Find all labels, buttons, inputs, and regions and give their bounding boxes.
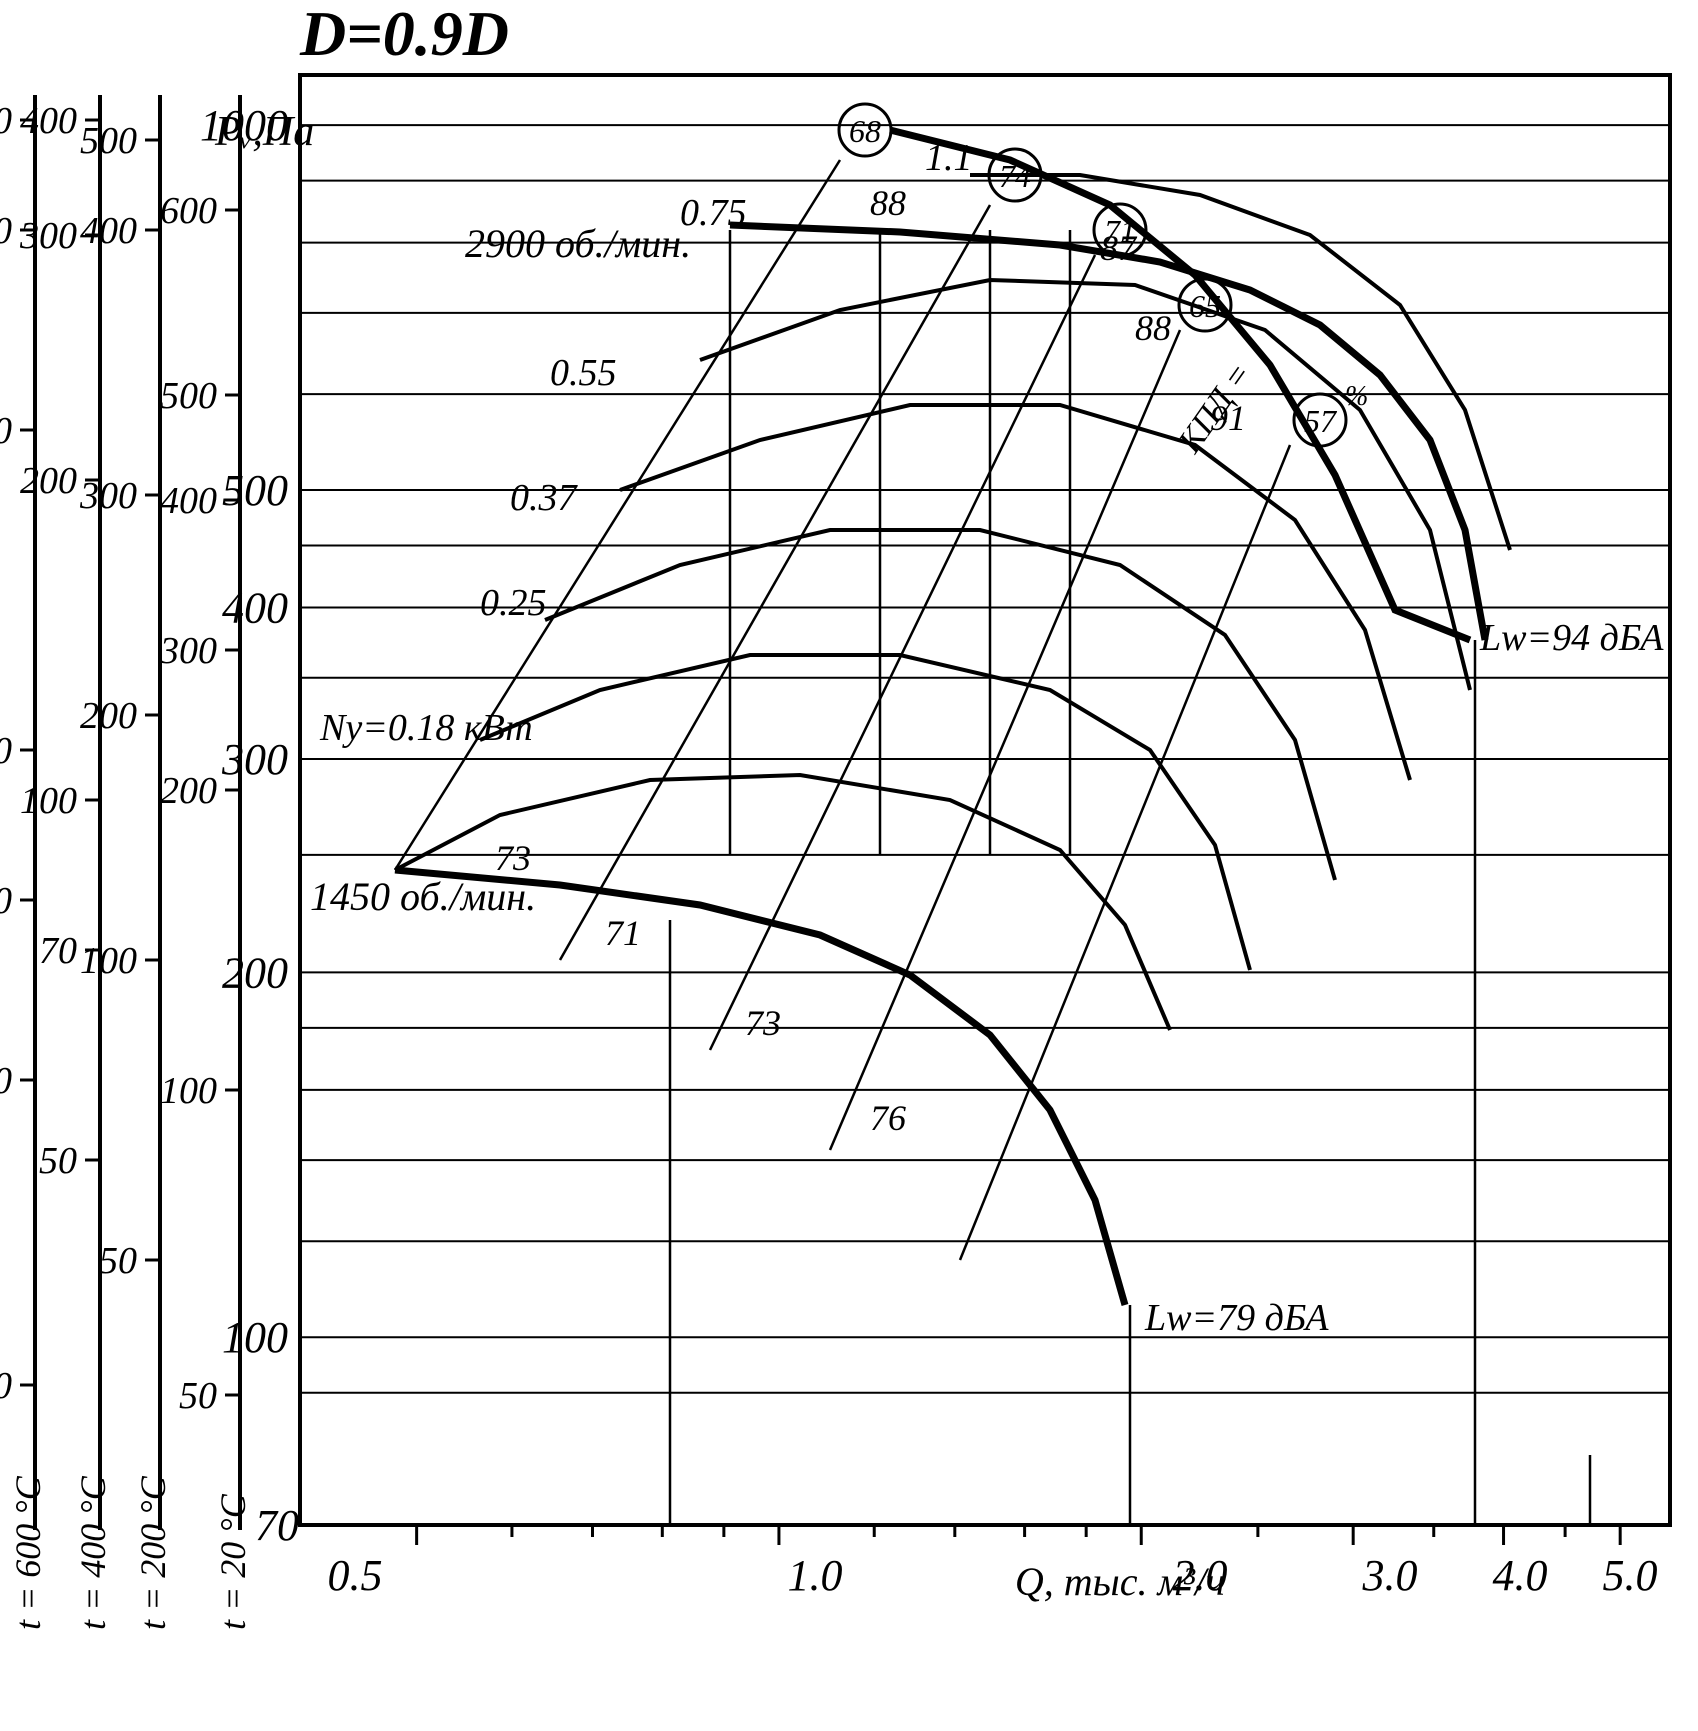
aux-tick-label: 400 [80,210,137,252]
kpd-percent: % [1345,381,1368,412]
aux-tick-label: 50 [39,1140,77,1182]
aux-tick-label: 100 [0,730,12,772]
aux-tick-label: 600 [160,190,217,232]
aux-axis-title: t = 600 °C [8,1475,48,1630]
power-curve [545,530,1335,880]
efficiency-end-label: 76 [870,1098,906,1138]
x-axis-label: Q, тыс. м³/ч [1015,1559,1225,1604]
power-curve [970,175,1510,550]
aux-tick-label: 200 [0,410,12,452]
noise-label: 88 [870,183,906,223]
aux-tick-label: 30 [0,1365,12,1407]
aux-tick-label: 300 [159,630,217,672]
noise-label: 91 [1210,398,1246,438]
y-tick-label: 200 [222,948,288,997]
power-label: 0.75 [680,192,747,234]
aux-tick-label: 400 [160,480,217,522]
efficiency-end-label: 73 [745,1003,781,1043]
y-axis-label: Pᵥ,Па [214,109,314,155]
x-tick-label: 3.0 [1362,1551,1418,1600]
aux-tick-label: 70 [0,880,12,922]
aux-tick-label: 70 [39,930,77,972]
aux-tick-label: 50 [0,1060,12,1102]
efficiency-end-label: 73 [495,838,531,878]
rpm-label: 2900 об./мин. [465,221,691,266]
x-tick-label: 5.0 [1603,1551,1658,1600]
efficiency-line [395,160,840,870]
efficiency-end-label: 71 [605,913,641,953]
y-tick-label: 500 [222,466,288,515]
power-label: 0.55 [550,352,617,394]
chart-title: D=0.9D [299,0,509,69]
power-curve [700,280,1470,690]
aux-tick-label: 200 [20,460,77,502]
aux-axis-title: t = 20 °C [213,1493,253,1630]
aux-tick-label: 50 [179,1375,217,1417]
y-tick-label: 400 [222,584,288,633]
aux-tick-label: 500 [160,375,217,417]
noise-label: 88 [1135,308,1171,348]
efficiency-value: 68 [849,113,881,149]
y-tick-label: 70 [255,1501,299,1550]
power-curve [480,655,1250,970]
aux-axis-title: t = 400 °C [73,1475,113,1630]
power-label: Nу=0.18 кВт [319,707,533,749]
efficiency-line [560,205,990,960]
x-tick-label: 1.0 [788,1551,843,1600]
lw-bot-label: Lw=79 дБА [1144,1297,1329,1339]
aux-tick-label: 300 [0,210,12,252]
y-tick-label: 300 [221,735,288,784]
aux-tick-label: 500 [80,120,137,162]
x-tick-label: 4.0 [1493,1551,1548,1600]
aux-tick-label: 200 [80,695,137,737]
efficiency-line [710,255,1095,1050]
efficiency-value: 65 [1189,288,1221,324]
aux-tick-label: 50 [99,1240,137,1282]
aux-tick-label: 300 [19,215,77,257]
plot-frame [300,75,1670,1525]
rpm-curve [395,870,1125,1305]
noise-label: 87 [1100,228,1138,268]
x-tick-label: 0.5 [328,1551,383,1600]
aux-axis-title: t = 200 °C [133,1475,173,1630]
chart-svg: D=0.9D701002003004005001000Pᵥ,Па0.51.02.… [0,0,1698,1726]
power-label: 0.37 [510,477,579,519]
power-curve [620,405,1410,780]
aux-tick-label: 100 [80,940,137,982]
aux-tick-label: 400 [0,100,12,142]
fan-performance-chart: D=0.9D701002003004005001000Pᵥ,Па0.51.02.… [0,0,1698,1726]
aux-tick-label: 200 [160,770,217,812]
power-label: 0.25 [480,582,547,624]
aux-tick-label: 100 [20,780,77,822]
aux-tick-label: 100 [160,1070,217,1112]
lw-top-label: Lw=94 дБА [1479,617,1664,659]
rpm-label: 1450 об./мин. [310,874,536,919]
y-tick-label: 100 [222,1313,288,1362]
boundary-curve [890,130,1470,640]
